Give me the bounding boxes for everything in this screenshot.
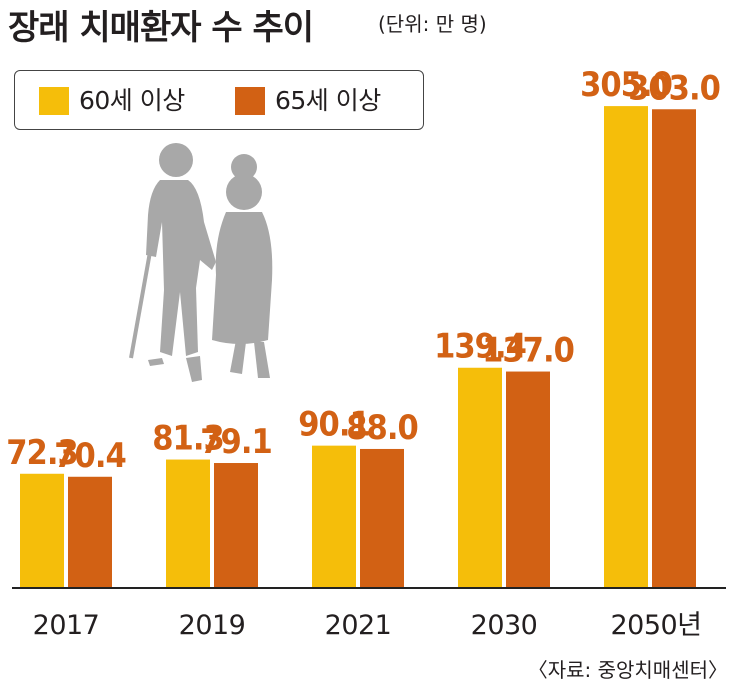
value-label-2019-series-2: 79.1 (200, 422, 271, 462)
bar-2050년-series-2 (652, 109, 696, 588)
legend-label-65: 65세 이상 (275, 86, 381, 115)
value-label-2017-series-2: 70.4 (54, 436, 125, 476)
x-ticks-group: 2017 2019 2021 2030 2050년 (33, 610, 702, 641)
bar-2030-series-2 (506, 371, 550, 588)
legend-swatch-65 (235, 87, 265, 115)
value-label-2050년-series-1: 305.0 (580, 65, 672, 105)
value-label-2030-series-1: 139.4 (434, 327, 526, 367)
bar-2021-series-1 (312, 445, 356, 588)
unit-label: (단위: 만 명) (378, 12, 487, 36)
elderly-couple-icon (129, 143, 273, 382)
x-tick-label-0: 2017 (33, 610, 100, 641)
value-label-2017-series-1: 72.3 (6, 433, 77, 473)
bar-2017-series-2 (68, 476, 112, 588)
bar-2019-series-1 (166, 459, 210, 588)
value-label-2050년-series-2: 303.0 (628, 68, 720, 108)
x-tick-label-1: 2019 (179, 610, 246, 641)
x-tick-label-2: 2021 (325, 610, 392, 641)
legend: 60세 이상 65세 이상 (14, 70, 424, 130)
value-label-2021-series-1: 90.1 (298, 405, 369, 445)
x-tick-label-4: 2050년 (610, 610, 701, 641)
bar-2030-series-1 (458, 367, 502, 588)
bar-2050년-series-1 (604, 106, 648, 588)
bar-2019-series-2 (214, 463, 258, 588)
chart-title: 장래 치매환자 수 추이 (8, 8, 314, 48)
value-label-2030-series-2: 137.0 (482, 331, 574, 371)
source-note: 〈자료: 중앙치매센터〉 (527, 658, 728, 682)
bar-2021-series-2 (360, 448, 404, 588)
legend-label-60: 60세 이상 (79, 86, 185, 115)
value-label-2019-series-1: 81.3 (152, 419, 223, 459)
value-label-2021-series-2: 88.0 (346, 408, 417, 448)
bar-2017-series-1 (20, 473, 64, 588)
legend-swatch-60 (39, 87, 69, 115)
x-tick-label-3: 2030 (471, 610, 538, 641)
